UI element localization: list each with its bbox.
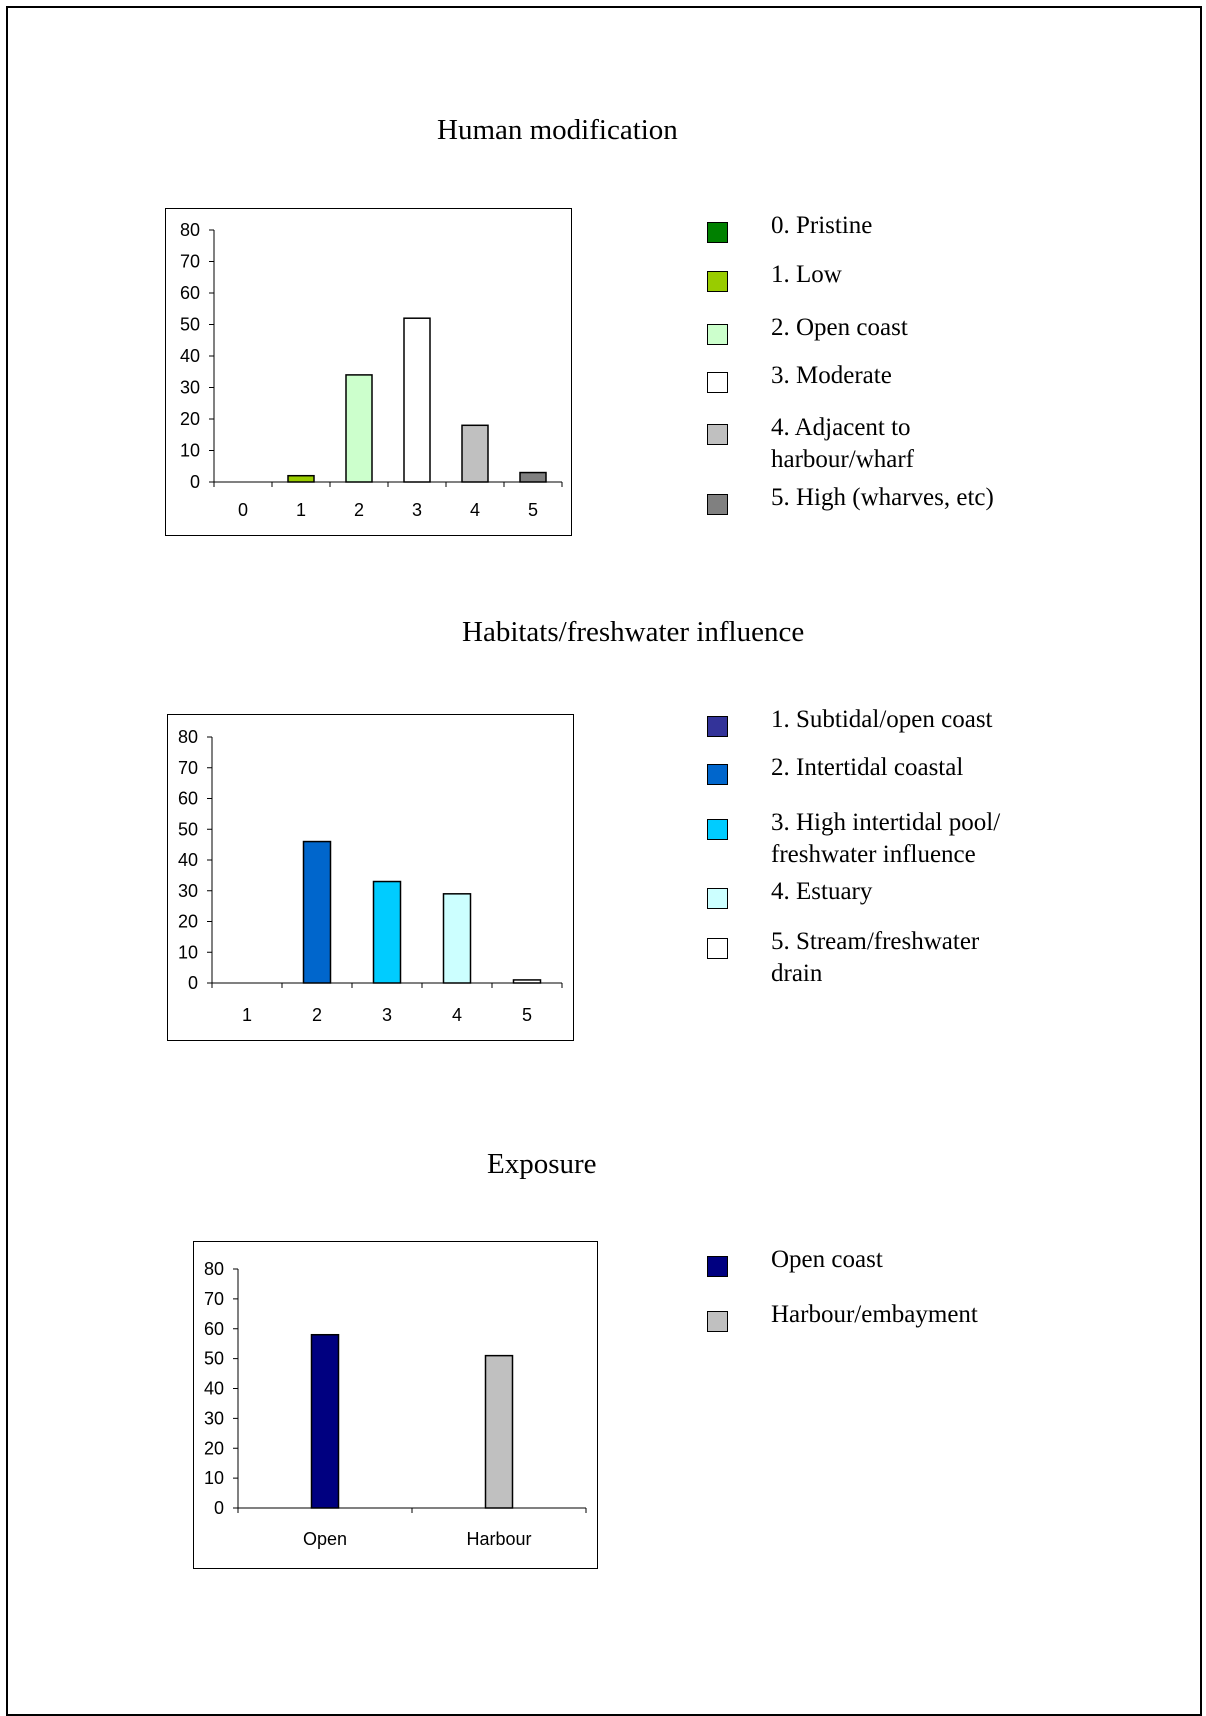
y-tick-label: 60 [178,789,198,809]
human-modification-plot: 0 10 20 30 40 50 60 70 80 0 1 2 3 4 5 [180,220,563,520]
legend-swatch [707,271,728,292]
y-tick-label: 10 [180,441,200,461]
legend-swatch [707,819,728,840]
chart-title-exposure: Exposure [487,1148,597,1180]
x-tick-label: 1 [242,1005,252,1025]
exposure-plot: 0 10 20 30 40 50 60 70 80 Open Harbour [204,1259,587,1549]
y-tick-label: 20 [204,1438,224,1458]
bar-4 [461,424,489,483]
legend-label: 2. Open coast [771,314,908,341]
y-tick-label: 50 [180,315,200,335]
legend-swatch [707,1256,728,1277]
y-tick-label: 0 [190,472,200,492]
x-tick-label: 1 [296,500,306,520]
x-tick-label: 4 [452,1005,462,1025]
y-tick-label: 50 [178,819,198,839]
y-tick-label: 10 [204,1468,224,1488]
legend-label: 3. High intertidal pool/ freshwater infl… [771,809,1001,868]
x-tick-label: 0 [238,500,248,520]
bar-harbour [484,1354,514,1509]
x-tick-label: 4 [470,500,480,520]
chart-title-habitats: Habitats/freshwater influence [462,616,805,648]
legend-label: 3. Moderate [771,362,892,389]
habitats-plot: 0 10 20 30 40 50 60 70 80 1 2 3 4 5 [178,727,563,1025]
legend-label: 4. Estuary [771,878,873,905]
y-tick-label: 0 [214,1498,224,1518]
legend-swatch [707,324,728,345]
legend-label: 2. Intertidal coastal [771,754,964,781]
x-tick-label: 2 [354,500,364,520]
y-tick-label: 60 [204,1319,224,1339]
legend-label: 1. Subtidal/open coast [771,706,993,733]
legend-swatch [707,372,728,393]
y-tick-label: 30 [204,1408,224,1428]
y-tick-label: 0 [188,973,198,993]
bar-3 [403,317,431,483]
legend-label: 0. Pristine [771,212,873,239]
legend-label: 4. Adjacent to harbour/wharf [771,414,914,473]
y-tick-label: 70 [178,758,198,778]
y-tick-label: 10 [178,942,198,962]
y-tick-label: 40 [180,346,200,366]
y-tick-label: 70 [180,252,200,272]
chart-exposure: 0 10 20 30 40 50 60 70 80 Open Harbour [193,1241,598,1569]
x-tick-label: 5 [522,1005,532,1025]
bar-5 [512,979,542,984]
y-tick-label: 30 [180,378,200,398]
y-tick-label: 80 [204,1259,224,1279]
chart-title-human-modification: Human modification [437,114,678,146]
bar-3 [372,880,402,984]
chart-human-modification: 0 10 20 30 40 50 60 70 80 0 1 2 3 4 5 [165,208,572,536]
y-tick-label: 20 [180,409,200,429]
bar-1 [287,474,315,483]
bar-4 [442,893,472,984]
x-tick-label: Open [303,1529,347,1549]
y-tick-label: 40 [178,850,198,870]
y-tick-label: 50 [204,1349,224,1369]
x-tick-label: Harbour [466,1529,531,1549]
legend-swatch [707,938,728,959]
legend-swatch [707,716,728,737]
legend-swatch [707,888,728,909]
bar-5 [519,471,547,483]
y-tick-label: 30 [178,881,198,901]
legend-swatch [707,222,728,243]
legend-swatch [707,764,728,785]
legend-label: Open coast [771,1246,883,1273]
x-tick-label: 2 [312,1005,322,1025]
y-tick-label: 60 [180,283,200,303]
y-tick-label: 80 [178,727,198,747]
legend-swatch [707,1311,728,1332]
chart-habitats: 0 10 20 30 40 50 60 70 80 1 2 3 4 5 [167,714,574,1041]
x-tick-label: 3 [382,1005,392,1025]
legend-label: 1. Low [771,261,842,288]
x-tick-label: 5 [528,500,538,520]
bar-2 [302,840,332,984]
legend-swatch [707,494,728,515]
bar-open [310,1333,340,1509]
x-tick-label: 3 [412,500,422,520]
y-tick-label: 20 [178,912,198,932]
legend-label: 5. High (wharves, etc) [771,484,994,511]
legend-swatch [707,424,728,445]
y-tick-label: 40 [204,1379,224,1399]
legend-label: Harbour/embayment [771,1301,978,1328]
legend-label: 5. Stream/freshwater drain [771,928,980,987]
y-tick-label: 80 [180,220,200,240]
bar-2 [345,374,373,483]
y-tick-label: 70 [204,1289,224,1309]
